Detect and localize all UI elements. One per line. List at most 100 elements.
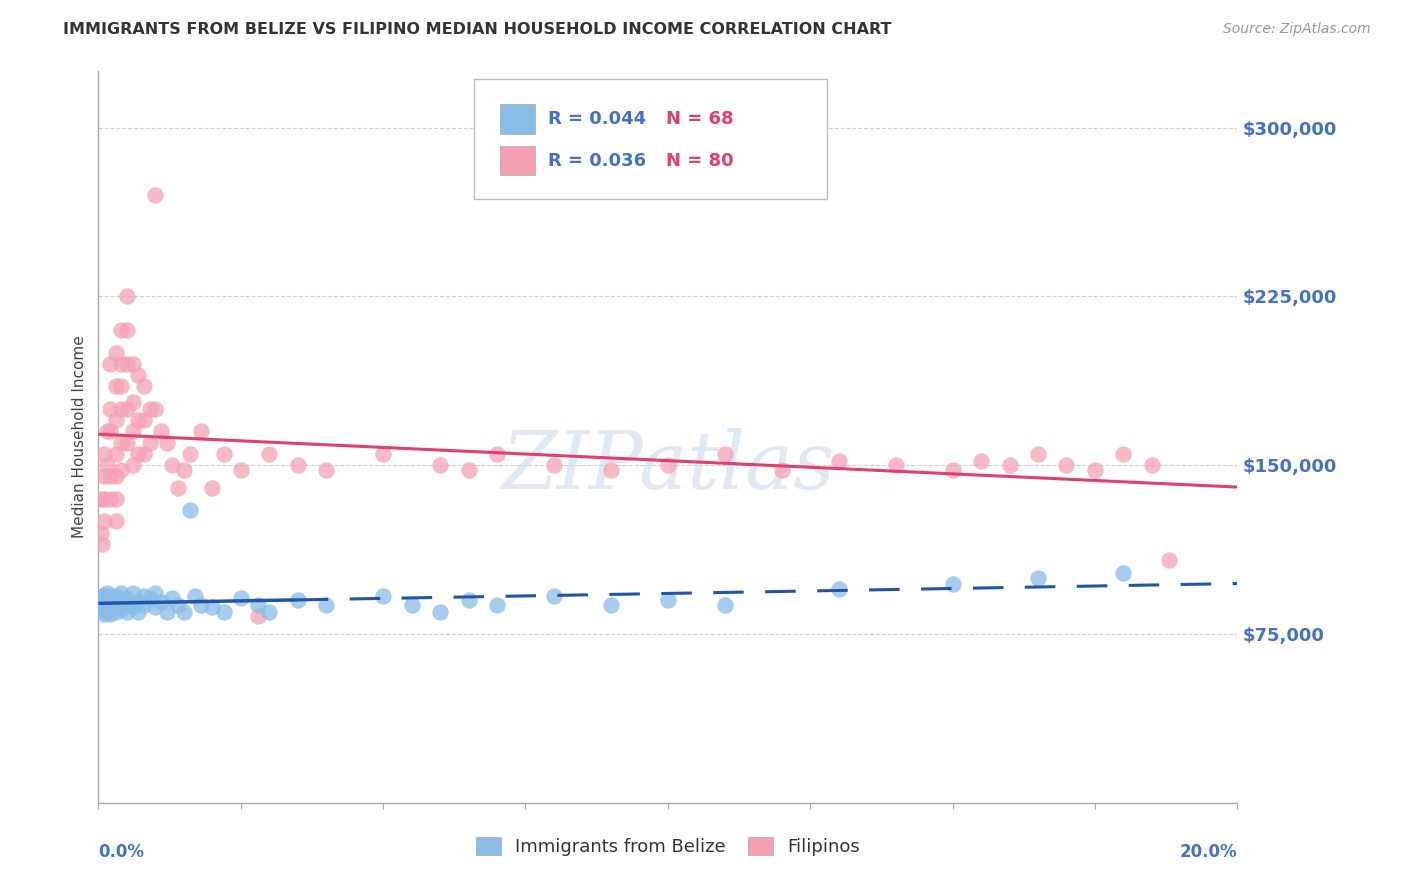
- Point: [1026, 447, 1049, 461]
- Point: [104, 447, 127, 461]
- Point: [201, 481, 224, 495]
- Point: [287, 593, 309, 607]
- Point: [93, 447, 115, 461]
- Point: [201, 599, 224, 614]
- Point: [127, 595, 149, 609]
- Point: [373, 589, 395, 603]
- Point: [429, 605, 451, 619]
- Point: [179, 447, 201, 461]
- Point: [259, 605, 281, 619]
- Point: [401, 598, 423, 612]
- Point: [190, 425, 212, 439]
- Point: [1140, 458, 1163, 473]
- Point: [98, 425, 121, 439]
- Point: [104, 345, 127, 359]
- Point: [115, 289, 138, 303]
- Point: [543, 458, 565, 473]
- Point: [1056, 458, 1078, 473]
- Point: [179, 503, 201, 517]
- Bar: [501, 104, 534, 134]
- Point: [98, 607, 121, 621]
- Point: [98, 602, 121, 616]
- Point: [104, 589, 127, 603]
- Point: [104, 379, 127, 393]
- Point: [121, 425, 143, 439]
- Point: [884, 458, 907, 473]
- Point: [98, 593, 121, 607]
- Point: [115, 435, 138, 450]
- Point: [110, 323, 132, 337]
- Point: [96, 458, 118, 473]
- Point: [104, 595, 127, 609]
- Point: [121, 586, 143, 600]
- Point: [246, 609, 269, 624]
- Point: [104, 515, 127, 529]
- Point: [600, 463, 623, 477]
- Legend: Immigrants from Belize, Filipinos: Immigrants from Belize, Filipinos: [468, 830, 868, 863]
- Point: [132, 413, 155, 427]
- Point: [110, 463, 132, 477]
- Point: [98, 357, 121, 371]
- Point: [173, 605, 195, 619]
- Point: [714, 447, 737, 461]
- Text: IMMIGRANTS FROM BELIZE VS FILIPINO MEDIAN HOUSEHOLD INCOME CORRELATION CHART: IMMIGRANTS FROM BELIZE VS FILIPINO MEDIA…: [63, 22, 891, 37]
- Point: [543, 589, 565, 603]
- Point: [1112, 447, 1135, 461]
- Point: [115, 591, 138, 605]
- Point: [942, 463, 965, 477]
- Point: [96, 586, 118, 600]
- Point: [145, 188, 167, 202]
- Point: [657, 458, 679, 473]
- Point: [93, 591, 115, 605]
- Point: [110, 357, 132, 371]
- Point: [98, 589, 121, 603]
- Point: [138, 401, 160, 416]
- Point: [828, 453, 851, 467]
- Point: [173, 463, 195, 477]
- Point: [145, 599, 167, 614]
- Point: [90, 491, 112, 506]
- Point: [132, 447, 155, 461]
- Point: [110, 586, 132, 600]
- Point: [1026, 571, 1049, 585]
- Point: [127, 447, 149, 461]
- Point: [132, 598, 155, 612]
- Point: [93, 593, 115, 607]
- Point: [150, 595, 173, 609]
- Point: [457, 463, 479, 477]
- Point: [115, 598, 138, 612]
- Point: [942, 577, 965, 591]
- Point: [1112, 566, 1135, 581]
- Point: [93, 602, 115, 616]
- Point: [104, 599, 127, 614]
- Point: [93, 589, 115, 603]
- Point: [486, 447, 509, 461]
- Point: [93, 491, 115, 506]
- Point: [1157, 553, 1180, 567]
- Point: [110, 401, 132, 416]
- Point: [115, 357, 138, 371]
- Point: [110, 379, 132, 393]
- Point: [162, 458, 184, 473]
- Point: [110, 593, 132, 607]
- Point: [96, 599, 118, 614]
- Text: 0.0%: 0.0%: [98, 843, 145, 861]
- Text: R = 0.036: R = 0.036: [548, 152, 647, 169]
- Point: [373, 447, 395, 461]
- Point: [770, 463, 793, 477]
- Point: [93, 607, 115, 621]
- Point: [998, 458, 1021, 473]
- Point: [90, 525, 112, 540]
- Point: [93, 598, 115, 612]
- Point: [145, 586, 167, 600]
- Point: [91, 605, 114, 619]
- Point: [212, 605, 235, 619]
- Point: [138, 591, 160, 605]
- Point: [246, 598, 269, 612]
- Point: [229, 591, 252, 605]
- Point: [90, 599, 112, 614]
- Text: N = 80: N = 80: [665, 152, 733, 169]
- Point: [162, 591, 184, 605]
- Point: [429, 458, 451, 473]
- Point: [190, 598, 212, 612]
